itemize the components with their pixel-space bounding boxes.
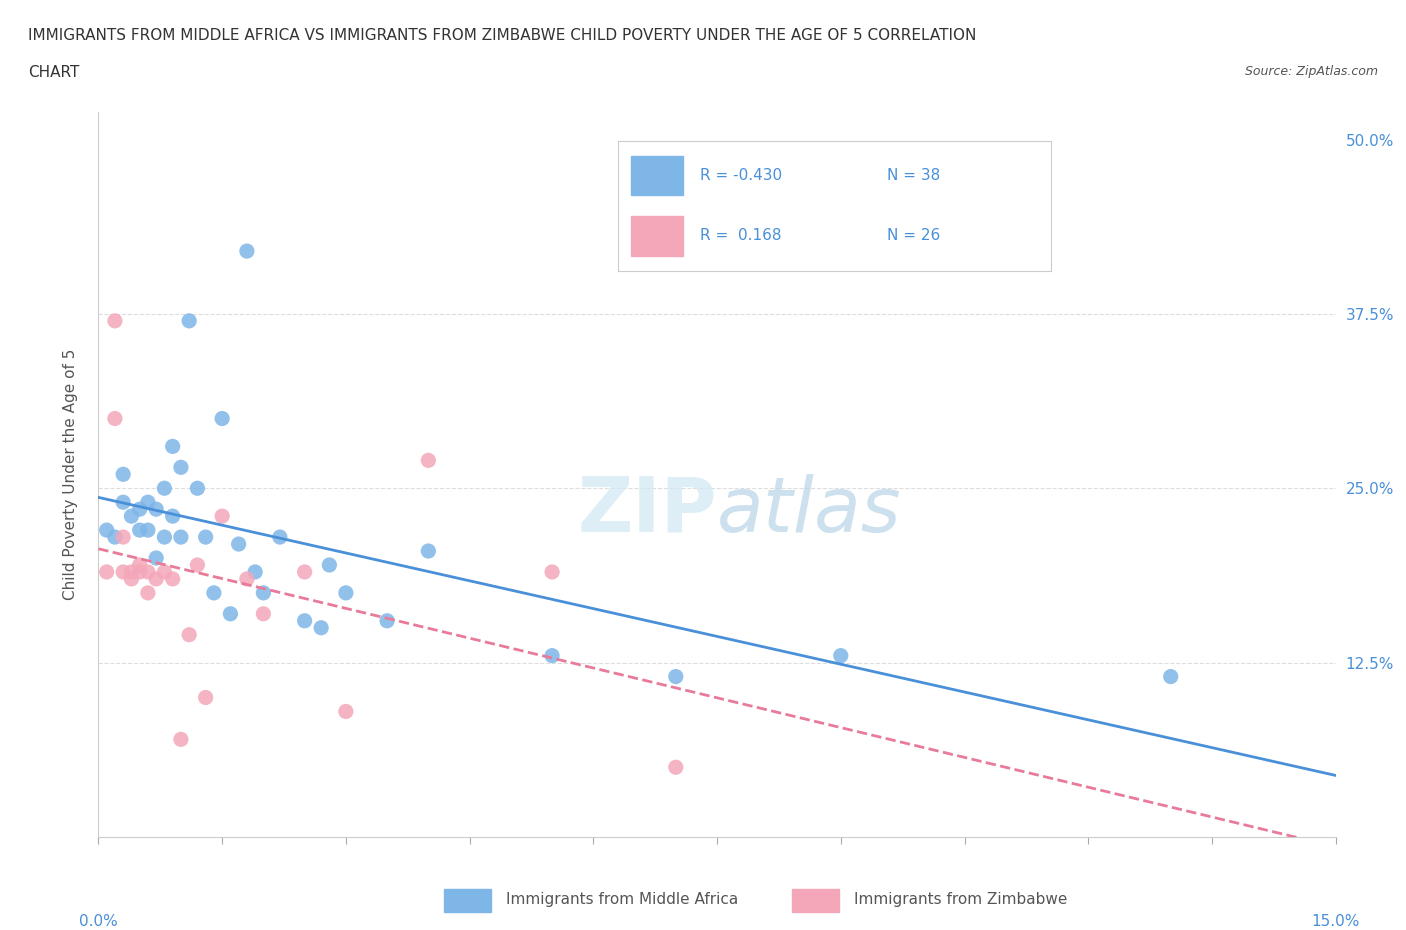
Point <box>194 530 217 545</box>
Point <box>153 565 176 579</box>
Point <box>112 467 135 482</box>
Point <box>211 509 233 524</box>
Point <box>309 620 332 635</box>
Text: atlas: atlas <box>717 473 901 548</box>
Point <box>162 439 184 454</box>
Point <box>252 606 274 621</box>
Point <box>104 411 127 426</box>
Text: CHART: CHART <box>28 65 80 80</box>
Point <box>665 760 688 775</box>
Point <box>228 537 250 551</box>
Point <box>219 606 242 621</box>
Text: 15.0%: 15.0% <box>1312 913 1360 929</box>
Point <box>294 565 316 579</box>
Point <box>294 614 316 629</box>
Point <box>136 495 159 510</box>
Point <box>418 544 440 559</box>
Point <box>211 411 233 426</box>
Point <box>112 495 135 510</box>
Point <box>136 565 159 579</box>
Point <box>136 586 159 601</box>
Point <box>202 586 225 601</box>
Point <box>153 530 176 545</box>
Point <box>269 530 291 545</box>
Point <box>112 565 135 579</box>
Point <box>170 732 193 747</box>
Point <box>96 565 118 579</box>
Point <box>120 509 142 524</box>
Point <box>128 523 150 538</box>
Point <box>162 509 184 524</box>
Point <box>541 565 564 579</box>
Point <box>236 572 259 587</box>
Y-axis label: Child Poverty Under the Age of 5: Child Poverty Under the Age of 5 <box>63 349 77 600</box>
Point <box>104 313 127 328</box>
Point <box>128 502 150 517</box>
Text: ZIP: ZIP <box>578 473 717 548</box>
Text: IMMIGRANTS FROM MIDDLE AFRICA VS IMMIGRANTS FROM ZIMBABWE CHILD POVERTY UNDER TH: IMMIGRANTS FROM MIDDLE AFRICA VS IMMIGRA… <box>28 28 977 43</box>
Point <box>179 313 201 328</box>
Point <box>1160 670 1182 684</box>
Point <box>236 244 259 259</box>
FancyBboxPatch shape <box>444 889 491 912</box>
Point <box>318 558 340 573</box>
Point <box>104 530 127 545</box>
Point <box>418 453 440 468</box>
Point <box>120 572 142 587</box>
Point <box>179 628 201 643</box>
Text: Immigrants from Zimbabwe: Immigrants from Zimbabwe <box>855 892 1067 908</box>
Point <box>194 690 217 705</box>
Point <box>252 586 274 601</box>
Point <box>335 586 357 601</box>
Point <box>186 481 208 496</box>
Point <box>145 572 167 587</box>
Point <box>375 614 398 629</box>
Point <box>128 558 150 573</box>
Point <box>120 565 142 579</box>
Point <box>830 648 852 663</box>
Point <box>243 565 266 579</box>
Point <box>128 565 150 579</box>
Point <box>162 572 184 587</box>
Point <box>186 558 208 573</box>
Point <box>335 704 357 719</box>
Point <box>145 502 167 517</box>
Point <box>136 523 159 538</box>
Point <box>170 460 193 475</box>
Point <box>96 523 118 538</box>
Point <box>665 670 688 684</box>
Point <box>541 648 564 663</box>
Point <box>153 481 176 496</box>
Point <box>112 530 135 545</box>
Point <box>145 551 167 565</box>
FancyBboxPatch shape <box>793 889 838 912</box>
Text: Immigrants from Middle Africa: Immigrants from Middle Africa <box>506 892 738 908</box>
Point <box>170 530 193 545</box>
Text: 0.0%: 0.0% <box>79 913 118 929</box>
Text: Source: ZipAtlas.com: Source: ZipAtlas.com <box>1244 65 1378 78</box>
